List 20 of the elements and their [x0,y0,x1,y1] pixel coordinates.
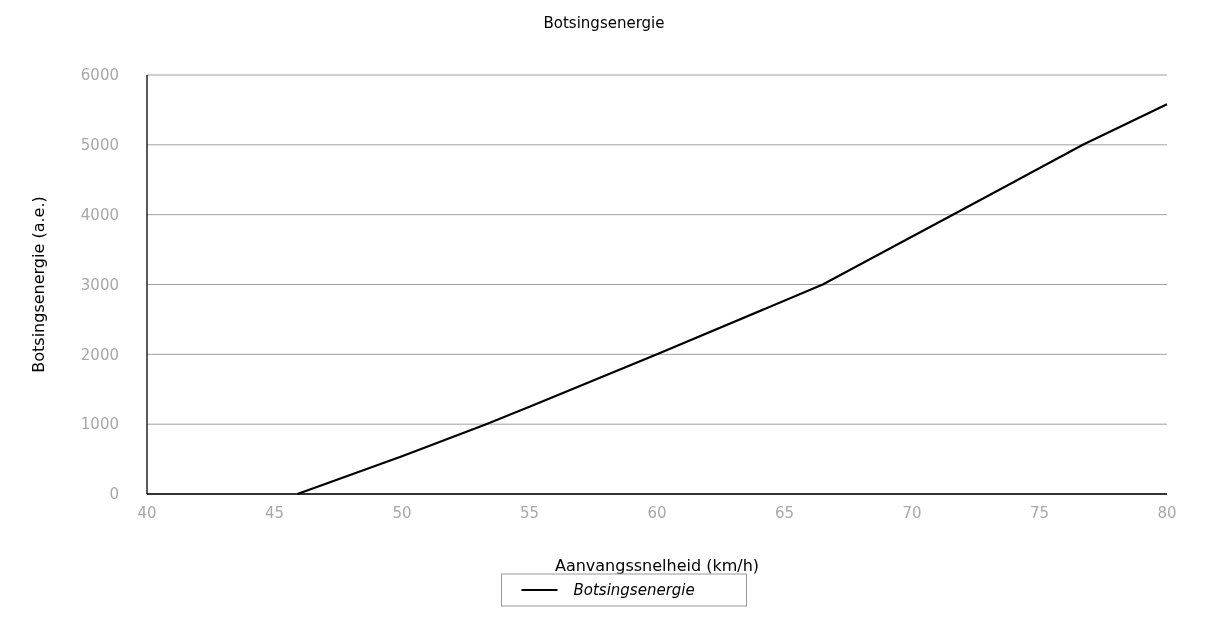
y-tick-label: 3000 [80,275,119,294]
y-tick-label: 4000 [80,205,119,224]
y-tick-label: 2000 [80,345,119,364]
x-axis-title: Aanvangssnelheid (km/h) [554,556,760,575]
x-tick-label: 65 [774,504,795,522]
y-tick-label: 6000 [80,66,119,85]
y-tick-label: 0 [109,485,119,504]
y-tick-label: 1000 [80,415,119,434]
y-tick-label: 5000 [80,136,119,155]
x-tick-label: 80 [1157,504,1177,522]
x-tick-label: 75 [1029,504,1050,522]
y-axis-title: Botsingsenergie (a.e.) [29,196,48,373]
x-tick-label: 55 [519,504,540,522]
x-tick-label: 45 [264,504,285,522]
x-tick-label: 60 [647,504,667,522]
chart-title: Botsingsenergie [543,14,665,32]
legend-label: Botsingsenergie [573,581,695,600]
x-tick-label: 40 [137,504,157,522]
x-tick-label: 50 [392,504,412,522]
x-tick-label: 70 [902,504,922,522]
